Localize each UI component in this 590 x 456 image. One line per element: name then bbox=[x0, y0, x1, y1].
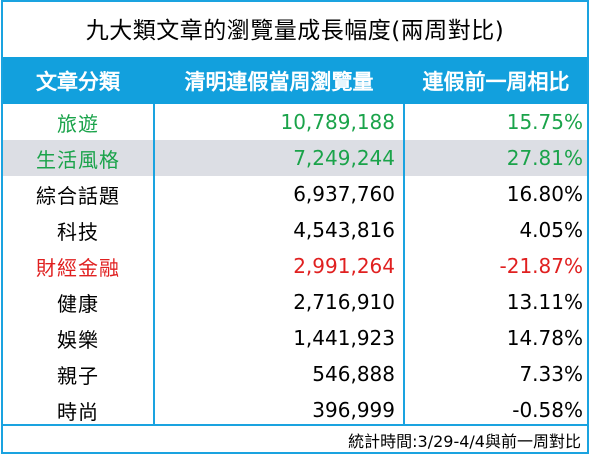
table-row: 綜合話題 6,937,760 16.80% bbox=[3, 176, 587, 212]
cell-views: 2,716,910 bbox=[293, 290, 395, 314]
table-body: 旅遊 10,789,188 15.75% 生活風格 7,249,244 27.81% 綜合話… bbox=[3, 104, 587, 428]
cell-views: 546,888 bbox=[312, 362, 395, 386]
column-divider bbox=[153, 104, 155, 424]
table-row: 娛樂 1,441,923 14.78% bbox=[3, 320, 587, 356]
cell-change: 14.78% bbox=[506, 326, 583, 350]
cell-views: 4,543,816 bbox=[293, 218, 395, 242]
cell-category: 生活風格 bbox=[36, 147, 120, 172]
footer-divider bbox=[3, 424, 587, 426]
cell-category: 科技 bbox=[57, 219, 99, 244]
table-row: 健康 2,716,910 13.11% bbox=[3, 284, 587, 320]
cell-category: 財經金融 bbox=[36, 255, 120, 280]
table-row: 科技 4,543,816 4.05% bbox=[3, 212, 587, 248]
cell-views: 10,789,188 bbox=[280, 110, 395, 134]
cell-views: 2,991,264 bbox=[293, 254, 395, 278]
cell-category: 娛樂 bbox=[57, 327, 99, 352]
footnote: 統計時間:3/29-4/4與前一周對比 bbox=[348, 432, 581, 451]
cell-change: 27.81% bbox=[506, 146, 583, 170]
cell-change: 15.75% bbox=[506, 110, 583, 134]
cell-views: 6,937,760 bbox=[293, 182, 395, 206]
table-row: 時尚 396,999 -0.58% bbox=[3, 392, 587, 428]
cell-category: 健康 bbox=[57, 291, 99, 316]
cell-views: 1,441,923 bbox=[293, 326, 395, 350]
cell-category: 綜合話題 bbox=[36, 183, 120, 208]
table-title: 九大類文章的瀏覽量成長幅度(兩周對比) bbox=[85, 18, 505, 44]
cell-change: 13.11% bbox=[506, 290, 583, 314]
cell-change: 7.33% bbox=[519, 362, 583, 386]
table-row: 旅遊 10,789,188 15.75% bbox=[3, 104, 587, 140]
cell-change: 16.80% bbox=[506, 182, 583, 206]
cell-change: 4.05% bbox=[519, 218, 583, 242]
table-row: 生活風格 7,249,244 27.81% bbox=[3, 140, 587, 176]
cell-change: -21.87% bbox=[499, 254, 583, 278]
column-header-change: 連假前一周相比 bbox=[422, 69, 570, 94]
column-header-views: 清明連假當周瀏覽量 bbox=[184, 69, 374, 94]
cell-views: 7,249,244 bbox=[293, 146, 395, 170]
cell-category: 旅遊 bbox=[57, 111, 99, 136]
table-row: 財經金融 2,991,264 -21.87% bbox=[3, 248, 587, 284]
cell-change: -0.58% bbox=[512, 398, 583, 422]
cell-views: 396,999 bbox=[312, 398, 395, 422]
column-header-category: 文章分類 bbox=[36, 69, 120, 94]
cell-category: 親子 bbox=[57, 363, 99, 388]
column-divider bbox=[403, 104, 405, 424]
table-row: 親子 546,888 7.33% bbox=[3, 356, 587, 392]
cell-category: 時尚 bbox=[57, 399, 99, 424]
table-header: 文章分類 清明連假當周瀏覽量 連假前一周相比 bbox=[3, 57, 587, 104]
